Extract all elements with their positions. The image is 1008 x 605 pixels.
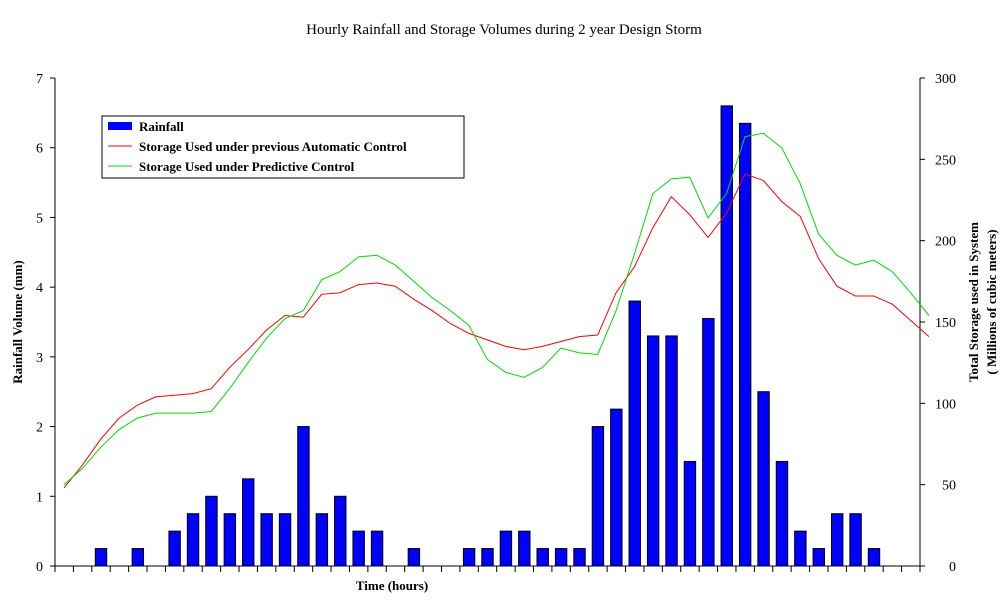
rainfall-bar <box>738 122 752 567</box>
rainfall-bar <box>242 478 255 567</box>
rainfall-bar <box>812 548 825 567</box>
rainfall-bar <box>830 513 844 567</box>
rainfall-bar <box>591 426 605 567</box>
legend-label-predictive: Storage Used under Predictive Control <box>139 159 355 174</box>
rainfall-bar <box>315 513 329 567</box>
storage-lines <box>63 132 930 489</box>
left-tick-label: 7 <box>36 72 43 87</box>
chart-title: Hourly Rainfall and Storage Volumes duri… <box>306 22 702 38</box>
rainfall-bar <box>297 426 310 567</box>
rainfall-bar <box>849 513 862 567</box>
rainfall-bar <box>205 495 218 567</box>
legend-box <box>101 115 465 179</box>
legend-label-automatic: Storage Used under previous Automatic Co… <box>139 139 407 154</box>
rainfall-bar <box>260 513 273 567</box>
right-tick-label: 300 <box>935 72 956 87</box>
rainfall-bar <box>683 460 697 567</box>
rainfall-bar <box>94 548 108 567</box>
rainfall-bar <box>352 530 365 567</box>
x-axis-title: Time (hours) <box>356 578 428 593</box>
rainfall-bar <box>462 548 476 567</box>
rainfall-bar <box>554 548 568 567</box>
rainfall-bar <box>646 335 660 567</box>
right-axis-title-line1: Total Storage used in System <box>966 222 981 382</box>
right-axis-ticks: 0 50 100 150 200 250 300 <box>920 72 956 575</box>
rainfall-bar <box>720 105 733 567</box>
right-axis-title-line2: ( Millions of cubic meters) <box>984 229 999 374</box>
rainfall-bar <box>665 335 678 567</box>
rainfall-bar <box>223 513 237 567</box>
legend-swatch-rainfall <box>108 122 132 130</box>
rainfall-bar <box>168 530 181 567</box>
rainfall-bar <box>407 548 421 567</box>
right-tick-label: 50 <box>942 479 956 494</box>
legend-label-rainfall: Rainfall <box>139 119 184 134</box>
left-axis-ticks: 0 1 2 3 4 5 6 7 <box>36 72 55 575</box>
left-tick-label: 4 <box>36 281 43 296</box>
rainfall-bar <box>334 495 347 567</box>
left-tick-label: 0 <box>36 560 43 575</box>
rainfall-bar <box>628 300 641 567</box>
rainfall-bar <box>573 548 586 567</box>
predictive-control-line <box>63 132 930 486</box>
automatic-control-line <box>63 173 930 489</box>
right-tick-label: 250 <box>935 153 956 168</box>
right-tick-label: 0 <box>949 560 956 575</box>
rainfall-bar <box>186 513 200 567</box>
left-tick-label: 3 <box>36 351 43 366</box>
right-tick-label: 200 <box>935 235 956 250</box>
rainfall-bar <box>610 408 623 567</box>
rainfall-bar <box>794 530 807 567</box>
rainfall-bar <box>536 548 549 567</box>
right-tick-label: 100 <box>935 397 956 412</box>
x-axis-ticks <box>54 566 921 572</box>
left-axis-title: Rainfall Volume (mm) <box>10 260 25 384</box>
legend: Rainfall Storage Used under previous Aut… <box>101 115 465 179</box>
left-tick-label: 6 <box>36 142 43 157</box>
left-tick-label: 2 <box>36 421 43 436</box>
rainfall-bar <box>481 548 494 567</box>
rainfall-bar <box>278 513 292 567</box>
rainfall-bar <box>775 460 789 567</box>
rainfall-bar <box>867 548 881 567</box>
rainfall-bar <box>499 530 513 567</box>
rainfall-bar <box>757 391 770 567</box>
right-tick-label: 150 <box>935 316 956 331</box>
left-tick-label: 1 <box>36 490 43 505</box>
rainfall-bar <box>518 530 531 567</box>
rainfall-bar <box>702 318 715 567</box>
rainfall-bars <box>94 105 881 567</box>
rainfall-bar <box>131 548 145 567</box>
rainfall-bar <box>370 530 384 567</box>
left-tick-label: 5 <box>36 211 43 226</box>
